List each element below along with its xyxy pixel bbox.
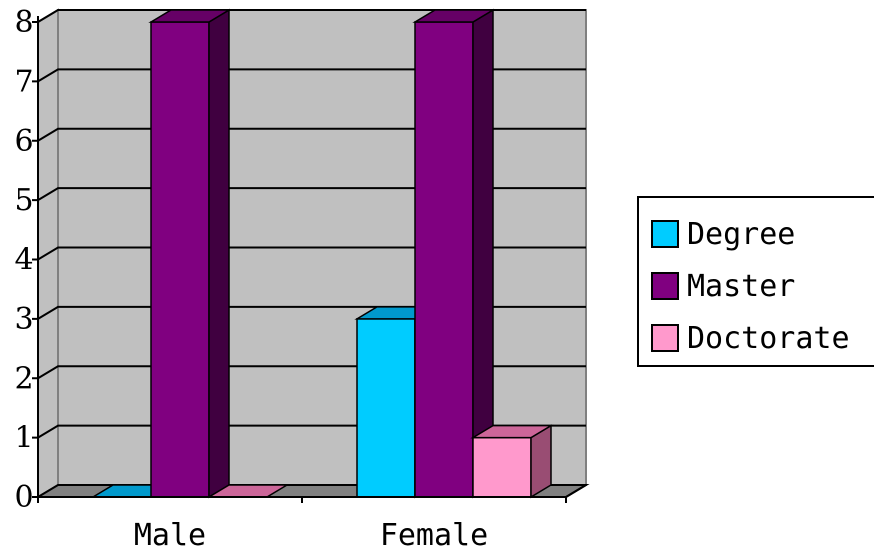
y-tick-label: 6	[14, 124, 33, 159]
bar-front	[472, 436, 532, 498]
legend-label: Master	[687, 269, 795, 304]
y-tick-label: 4	[14, 243, 33, 278]
bar-master-female	[412, 8, 496, 499]
gridline	[37, 9, 586, 23]
y-tick-label: 1	[14, 421, 33, 456]
x-tick-label: Male	[134, 518, 206, 552]
legend-swatch	[651, 324, 679, 352]
bar-front	[356, 318, 416, 498]
bar-side	[208, 8, 230, 499]
legend-label: Degree	[687, 217, 795, 252]
gridline	[37, 246, 586, 261]
bar-master-male	[148, 8, 232, 499]
legend-label: Doctorate	[687, 321, 850, 356]
bar-top	[148, 9, 232, 23]
y-axis-tick-labels: 0 1 2 3 4 5 6 7 8	[14, 5, 38, 515]
x-tick-label: Female	[380, 518, 488, 552]
chart-walls	[34, 8, 590, 499]
y-tick-label: 0	[14, 480, 33, 515]
gridline	[37, 68, 586, 83]
floor-edge	[565, 484, 587, 498]
legend: Degree Master Doctorate	[637, 196, 874, 367]
y-tick-label: 7	[14, 64, 33, 99]
y-tick-label: 5	[14, 183, 33, 218]
bar-front	[414, 21, 474, 498]
x-axis-tick-labels: Male Female	[134, 518, 488, 552]
bar-doctorate-female	[470, 424, 554, 499]
gridline	[37, 127, 586, 142]
bar-top	[470, 424, 554, 439]
bar-top	[412, 9, 496, 23]
y-tick-label: 3	[14, 302, 33, 337]
legend-swatch	[651, 220, 679, 248]
y-tick-label: 2	[14, 361, 33, 396]
legend-swatch	[651, 272, 679, 300]
bar-front	[150, 21, 210, 498]
y-tick-label: 8	[14, 5, 33, 40]
gridline	[37, 187, 586, 201]
bar-side	[472, 8, 494, 499]
